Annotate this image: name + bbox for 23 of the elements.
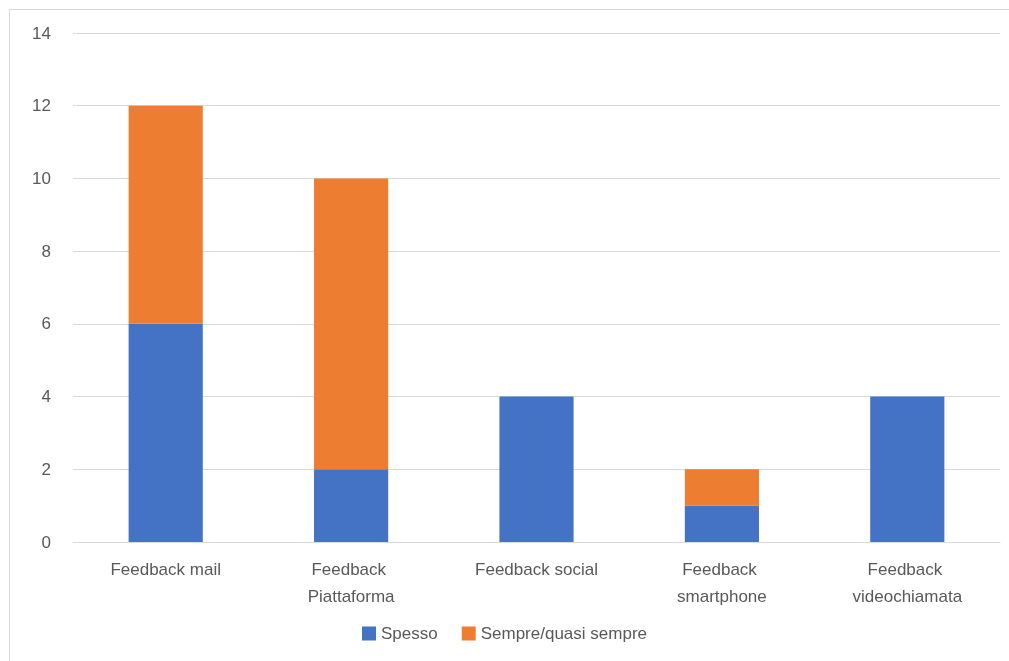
y-tick-label: 2 <box>41 459 51 479</box>
bar <box>314 469 389 542</box>
x-tick-label: Feedback Piattaforma <box>307 560 396 606</box>
bar <box>314 178 389 470</box>
x-tick-label: Feedback mail <box>110 560 221 579</box>
y-tick-label: 6 <box>41 314 51 334</box>
x-tick-label: Feedback social <box>475 560 598 579</box>
y-tick-label: 14 <box>32 23 51 43</box>
legend-label: Sempre/quasi sempre <box>480 624 648 643</box>
x-tick-label: Feedback smartphone <box>677 560 767 606</box>
y-tick-label: 0 <box>41 532 51 552</box>
bar <box>128 105 203 324</box>
y-tick-label: 12 <box>32 96 51 116</box>
y-tick-label: 4 <box>41 387 51 407</box>
bar <box>684 505 759 542</box>
bar <box>870 396 945 542</box>
legend-label: Spesso <box>381 624 438 643</box>
bar <box>499 396 574 542</box>
y-tick-label: 10 <box>32 168 51 188</box>
y-tick-label: 8 <box>41 241 51 261</box>
x-tick-label: Feedback videochiamata <box>852 560 963 606</box>
bar <box>684 469 759 506</box>
bar <box>128 323 203 542</box>
